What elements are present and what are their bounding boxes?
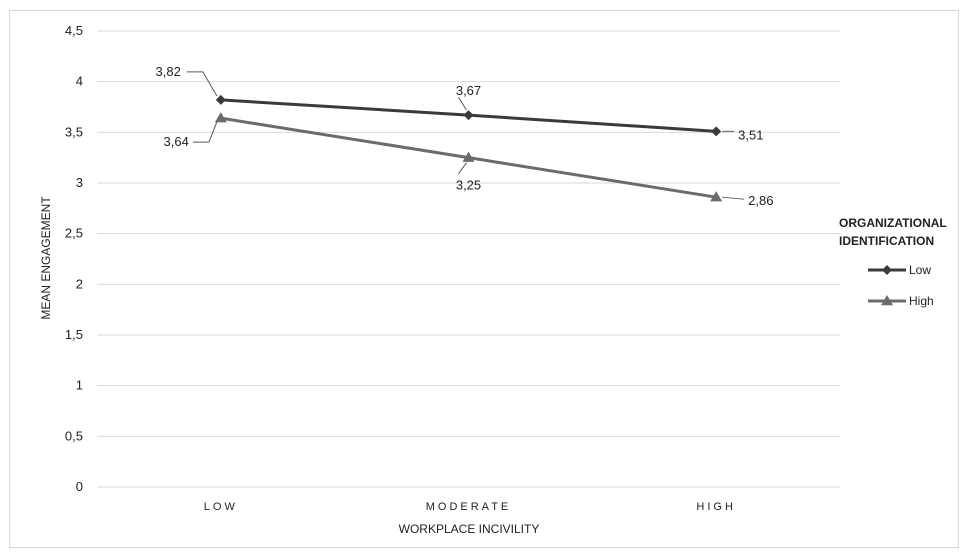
data-label-high: 2,86 bbox=[748, 193, 773, 208]
data-label-low: 3,67 bbox=[456, 83, 481, 98]
legend: ORGANIZATIONAL IDENTIFICATION Low High bbox=[839, 216, 947, 308]
x-axis-ticks: LOW MODERATE HIGH bbox=[204, 501, 736, 513]
data-point-low bbox=[463, 110, 474, 121]
data-label-high: 3,25 bbox=[456, 178, 481, 193]
x-tick-label: HIGH bbox=[696, 501, 736, 513]
x-tick-label: MODERATE bbox=[426, 501, 512, 513]
data-point-high bbox=[710, 191, 723, 202]
x-axis-title: WORKPLACE INCIVILITY bbox=[399, 522, 540, 536]
legend-marker-low bbox=[882, 265, 892, 275]
data-point-low bbox=[215, 94, 226, 105]
data-labels: 3,82 3,67 3,51 3,64 3,25 2,86 bbox=[156, 64, 774, 208]
y-tick-label: 0 bbox=[76, 479, 83, 494]
y-tick-label: 3 bbox=[76, 175, 83, 190]
label-leader-line bbox=[192, 121, 218, 143]
legend-title-line-1: ORGANIZATIONAL bbox=[839, 216, 947, 230]
label-leader-line bbox=[458, 96, 467, 111]
legend-label-low: Low bbox=[909, 263, 931, 277]
y-axis-ticks: 0 0,5 1 1,5 2 2,5 3 3,5 4 4,5 bbox=[65, 23, 83, 494]
legend-items: Low High bbox=[868, 263, 934, 308]
data-label-high: 3,64 bbox=[164, 134, 189, 149]
y-axis-title: MEAN ENGAGEMENT bbox=[39, 196, 53, 320]
label-leader-line bbox=[186, 71, 218, 97]
legend-title-line-2: IDENTIFICATION bbox=[839, 234, 934, 248]
series-layer bbox=[214, 94, 723, 202]
y-tick-label: 2 bbox=[76, 276, 83, 291]
legend-label-high: High bbox=[909, 294, 934, 308]
y-tick-label: 4 bbox=[76, 74, 83, 89]
y-tick-label: 2,5 bbox=[65, 226, 83, 241]
data-point-low bbox=[711, 126, 722, 137]
data-label-low: 3,82 bbox=[156, 64, 181, 79]
label-leader-line bbox=[458, 162, 467, 174]
data-label-low: 3,51 bbox=[738, 127, 763, 142]
chart-frame bbox=[9, 10, 959, 548]
label-leader-line bbox=[722, 196, 745, 200]
y-tick-label: 1 bbox=[76, 378, 83, 393]
y-tick-label: 4,5 bbox=[65, 23, 83, 38]
legend-marker-high bbox=[881, 295, 893, 306]
y-tick-label: 3,5 bbox=[65, 124, 83, 139]
x-tick-label: LOW bbox=[204, 501, 238, 513]
gridlines bbox=[97, 30, 840, 488]
data-point-high bbox=[462, 151, 475, 162]
y-tick-label: 1,5 bbox=[65, 327, 83, 342]
y-tick-label: 0,5 bbox=[65, 428, 83, 443]
data-point-high bbox=[214, 112, 227, 123]
